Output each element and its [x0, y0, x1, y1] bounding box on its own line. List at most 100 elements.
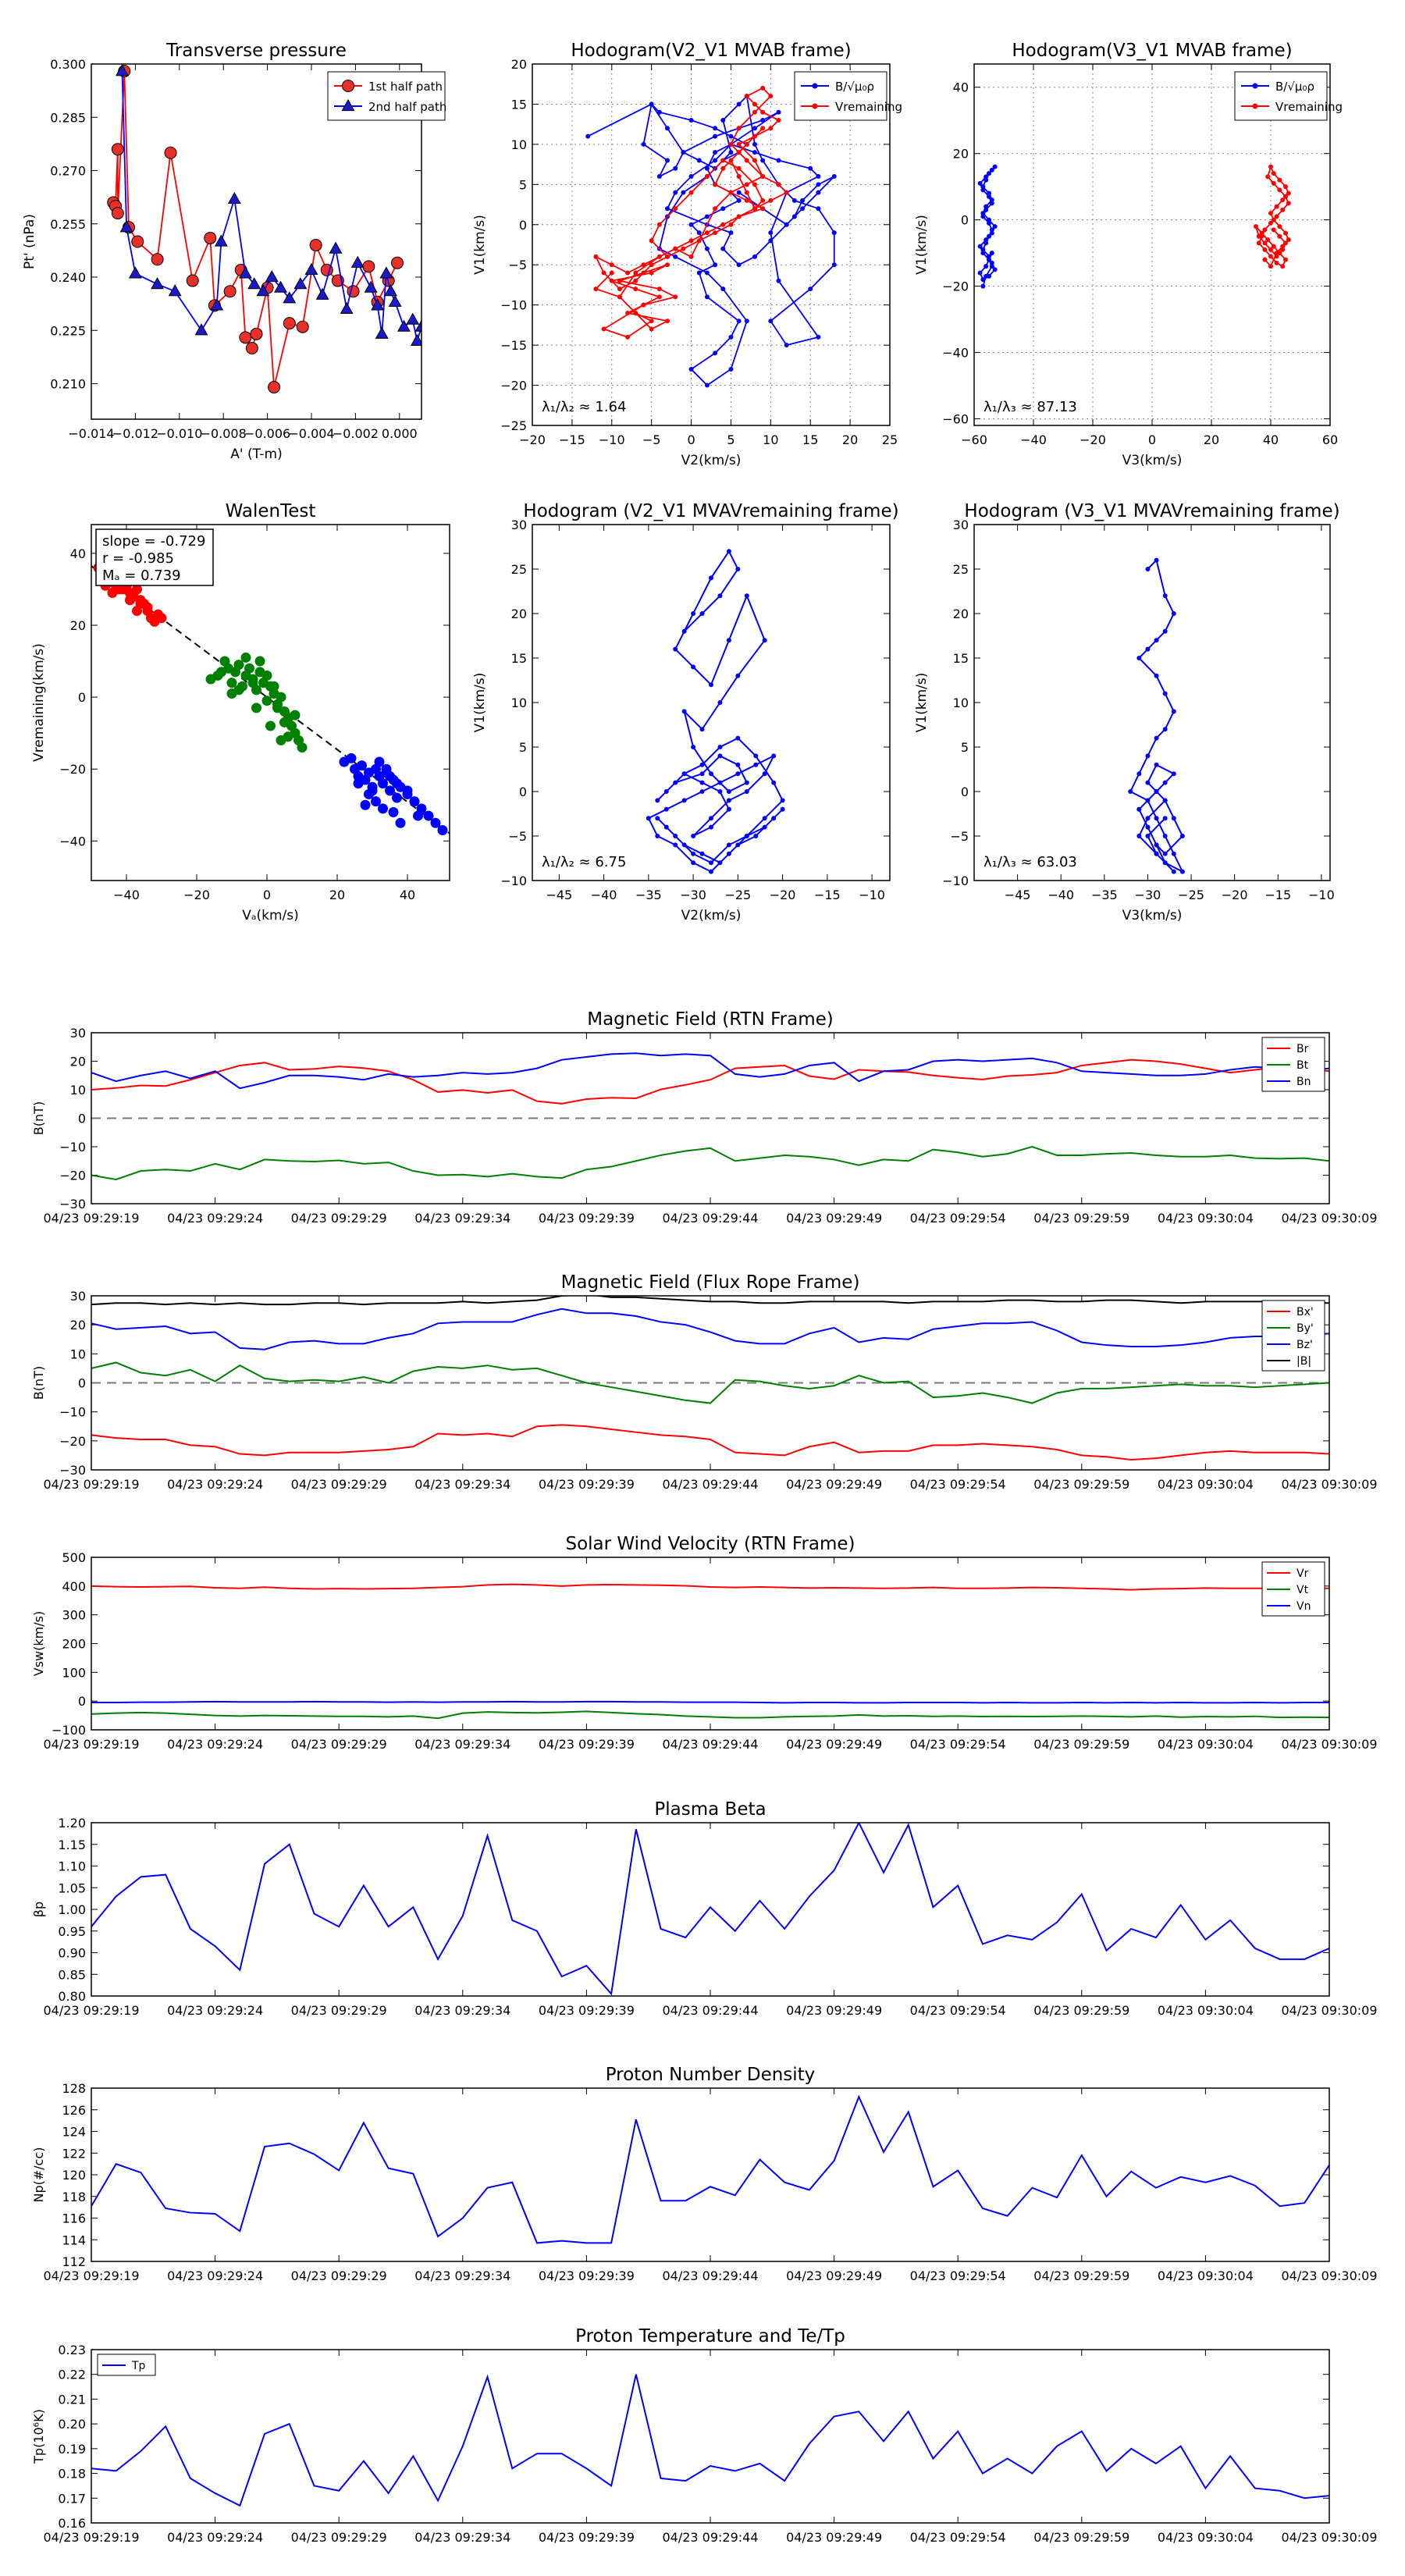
hodo4-xlabel: V3(km/s) [1122, 908, 1183, 923]
hodo1-series-1-point [784, 190, 789, 195]
tp-legend-label: Tp [131, 2360, 146, 2372]
hodo2-series-1-point [1259, 230, 1264, 236]
hodo1-series-0-point [728, 150, 734, 155]
walen-series-2-point [360, 799, 371, 810]
hodo2-series-0-point [984, 177, 989, 183]
mag_rtn-xtick-label: 04/23 09:29:59 [1033, 1211, 1129, 1226]
hodo1-series-0-point [736, 190, 742, 195]
hodo3-xlabel: V2(km/s) [681, 908, 742, 923]
hodo2-xtick-label: 60 [1322, 432, 1338, 447]
hodo4-series-0-point [1154, 557, 1159, 563]
vsw-xtick-label: 04/23 09:30:04 [1158, 1737, 1254, 1752]
walen-series-1-point [272, 703, 283, 713]
hodo2-ytick-label: 40 [953, 80, 969, 95]
hodo1-series-1-point [760, 126, 766, 131]
mag_fr-xtick-label: 04/23 09:29:34 [414, 1477, 510, 1492]
vsw-xtick-label: 04/23 09:29:34 [414, 1737, 510, 1752]
mag_rtn-xtick-label: 04/23 09:29:19 [43, 1211, 139, 1226]
hodo1-series-1-point [728, 190, 734, 195]
hodo1-series-1-point [776, 118, 781, 123]
walen-series-1-point [254, 656, 265, 667]
hodo2-series-0-point [977, 180, 983, 186]
hodo1-series-0-point [816, 190, 821, 195]
hodo1-series-1-point [736, 150, 742, 155]
hodo1-series-1-point [752, 158, 757, 163]
hodo1-xlabel: V2(km/s) [681, 453, 742, 468]
mag_rtn-ytick-label: −10 [59, 1140, 86, 1155]
mag_fr-ytick-label: 30 [70, 1289, 86, 1304]
hodo2-series-1-point [1286, 190, 1291, 196]
hodo1-series-1-point [720, 222, 726, 227]
walen-series-1-point [276, 692, 286, 703]
hodo1-series-1-point [625, 310, 631, 315]
hodo3-series-0-point [709, 824, 713, 830]
hodo1-series-1-point [681, 246, 686, 251]
mag_rtn-frame [91, 1032, 1330, 1204]
hodo3-series-0-point [762, 638, 767, 643]
mag_fr-title: Magnetic Field (Flux Rope Frame) [561, 1272, 860, 1293]
walen-stats-line: slope = -0.729 [102, 533, 205, 550]
hodo2-series-1-point [1262, 240, 1268, 246]
hodo3-series-0-point [780, 798, 785, 803]
mag_fr-frame [91, 1295, 1330, 1471]
pt-series-1-point [119, 220, 133, 233]
hodo3-xtick-label: −40 [591, 888, 617, 902]
vsw-series-Vn-line [91, 1700, 1329, 1704]
hodo2-series-1-point [1277, 233, 1282, 239]
walen-series-1-point [297, 742, 308, 753]
hodo3-xtick-label: −35 [635, 888, 662, 902]
hodo2-series-0-point [984, 204, 989, 209]
hodo1-xtick-label: 15 [802, 432, 818, 447]
hodo1-series-1-point [593, 286, 599, 292]
hodo3-ytick-label: 5 [519, 740, 527, 755]
hodo1-series-0-point [704, 270, 710, 276]
hodo1-series-1-point [656, 222, 662, 227]
hodo3-series-0-point [709, 860, 713, 866]
walen-series-1-point [244, 663, 254, 674]
chart-hodo1: Hodogram(V2_V1 MVAB frame) −20 −15 −10 −5 0 5 1… [472, 41, 902, 468]
hodo3-ytick-label: 15 [511, 651, 527, 666]
hodo3-series-0-point [735, 771, 741, 777]
pt-series-0-point [296, 320, 309, 333]
mag_rtn-ytick-label: −20 [59, 1169, 86, 1183]
hodo1-series-0-point [713, 150, 718, 155]
hodo1-series-1-point [744, 141, 749, 147]
mag_fr-xtick-label: 04/23 09:29:19 [43, 1477, 139, 1492]
hodo4-frame [973, 524, 1331, 881]
pt-series-1-point [283, 291, 297, 304]
tp-plot-area [91, 2374, 1329, 2507]
walen-series-1-point [276, 735, 286, 745]
hodo2-series-0-point [987, 190, 991, 196]
mag_rtn-xtick-label: 04/23 09:29:54 [910, 1211, 1006, 1226]
hodo3-series-0-point [744, 789, 749, 794]
hodo2-series-0-point [980, 187, 986, 193]
pt-ytick-label: 0.255 [50, 217, 86, 232]
hodo3-series-0-point [762, 771, 767, 777]
hodo2-series-0-point [987, 273, 991, 279]
hodo1-series-1-point [625, 334, 631, 340]
mag_rtn-title: Magnetic Field (RTN Frame) [587, 1009, 834, 1030]
hodo2-series-1-point [1271, 180, 1276, 186]
hodo4-xtick-label: −15 [1264, 888, 1291, 902]
np-xtick-label: 04/23 09:29:29 [291, 2268, 387, 2283]
hodo3-series-0-point [699, 851, 705, 856]
chart-pt: Transverse pressure−0.014−0.012−0.010−0.… [22, 41, 446, 462]
vsw-frame [91, 1557, 1330, 1731]
walen-ytick-label: 0 [78, 690, 86, 705]
walen-series-1-point [290, 710, 301, 720]
tp-xtick-label: 04/23 09:29:39 [539, 2530, 635, 2545]
hodo1-legend-marker [812, 103, 818, 109]
mag_fr-ytick-label: 0 [78, 1376, 86, 1391]
hodo1-series-1-point [617, 294, 622, 300]
np-xtick-label: 04/23 09:30:09 [1281, 2268, 1377, 2283]
pt-series-1-point [151, 277, 165, 290]
hodo2-series-0-point [989, 230, 994, 236]
np-xtick-label: 04/23 09:29:24 [167, 2268, 263, 2283]
hodo1-series-0-point [816, 206, 821, 212]
hodo1-series-0-point [744, 318, 749, 324]
pt-series-0-point [245, 342, 258, 354]
walen-xtick-label: 40 [400, 888, 415, 902]
beta-frame [91, 1822, 1330, 1997]
hodo1-series-1-point [736, 141, 742, 147]
mag_fr-xtick-label: 04/23 09:29:49 [786, 1477, 882, 1492]
